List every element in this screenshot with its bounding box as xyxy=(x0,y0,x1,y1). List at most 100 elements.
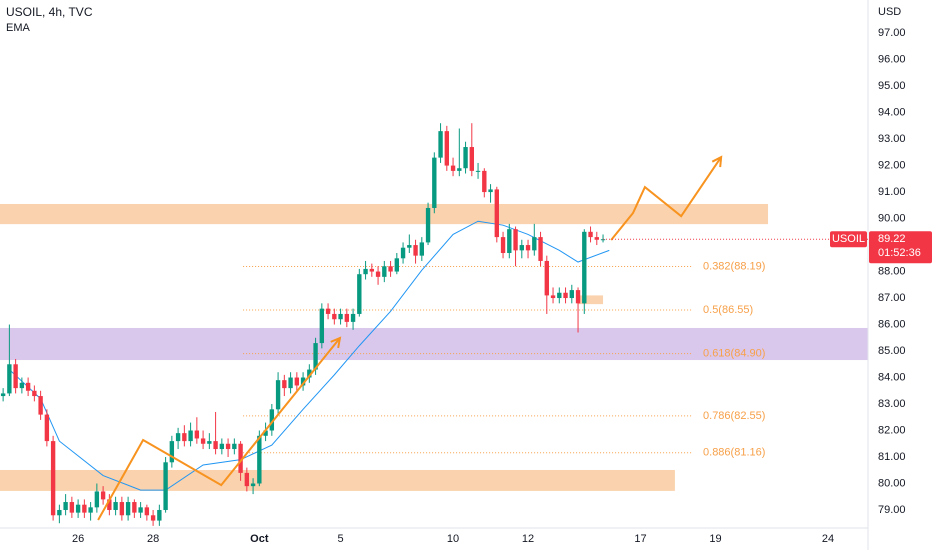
candle-body xyxy=(588,231,593,238)
zone xyxy=(0,327,868,361)
candle-body xyxy=(0,393,6,397)
candle-body xyxy=(50,441,56,516)
price-tag-countdown: 01:52:36 xyxy=(878,247,921,259)
candle-body xyxy=(382,266,387,277)
candle-body xyxy=(482,170,487,193)
y-tick-label: 92.00 xyxy=(878,159,906,171)
y-tick-label: 85.00 xyxy=(878,345,906,357)
candle-body xyxy=(213,441,218,450)
candle-body xyxy=(107,499,112,510)
candle-body xyxy=(32,390,37,397)
candle-body xyxy=(163,462,168,510)
candle-body xyxy=(575,290,581,304)
candle-body xyxy=(563,292,568,299)
y-tick-label: 94.00 xyxy=(878,107,906,119)
candle-body xyxy=(157,509,162,521)
candle-body xyxy=(525,245,531,251)
candle-body xyxy=(19,382,25,389)
candle-body xyxy=(338,313,343,320)
candle-body xyxy=(94,491,100,508)
y-tick-label: 91.00 xyxy=(878,186,906,198)
candle-body xyxy=(450,165,456,171)
candle-body xyxy=(319,308,325,344)
y-tick-label: 93.00 xyxy=(878,133,906,145)
plot-area: 0.382(88.19) 0.5(86.55) 0.618(84.90) 0.786(… xyxy=(0,123,868,526)
zone xyxy=(0,203,769,225)
symbol-tag-label: USOIL xyxy=(832,233,865,245)
candle-body xyxy=(75,504,81,513)
x-tick-label: Oct xyxy=(250,533,269,545)
y-tick-label: 82.00 xyxy=(878,424,906,436)
candle-body xyxy=(225,443,231,450)
candle-body xyxy=(232,443,237,450)
candle-body xyxy=(119,502,125,516)
candle-body xyxy=(507,229,512,254)
y-tick-label: 86.00 xyxy=(878,318,906,330)
projection-arrow xyxy=(97,337,341,521)
candle-body xyxy=(44,414,50,442)
candle-body xyxy=(57,509,62,516)
candle-body xyxy=(269,409,275,431)
candle-body xyxy=(188,430,193,442)
candle-body xyxy=(413,245,418,256)
fib-label: 0.382(88.19) xyxy=(703,260,765,272)
candle-body xyxy=(307,369,312,378)
candle-body xyxy=(432,157,437,208)
candle-body xyxy=(194,430,200,439)
candle-body xyxy=(13,364,18,389)
x-tick-label: 5 xyxy=(338,533,344,545)
y-tick-label: 88.00 xyxy=(878,265,906,277)
candle-body xyxy=(544,260,549,296)
candle-body xyxy=(257,435,262,484)
candle-body xyxy=(532,237,537,251)
candle-body xyxy=(469,147,474,171)
y-tick-label: 97.00 xyxy=(878,27,906,39)
x-tick-label: 10 xyxy=(447,533,459,545)
fib-label: 0.786(82.55) xyxy=(703,410,765,422)
candle-body xyxy=(169,441,175,463)
candle-body xyxy=(325,308,331,314)
candle-body xyxy=(125,502,131,516)
candle-body xyxy=(457,168,462,171)
x-tick-label: 28 xyxy=(147,533,159,545)
candle-body xyxy=(207,441,212,444)
currency-label: USD xyxy=(878,6,901,18)
arrow-head xyxy=(711,155,723,168)
candle-body xyxy=(582,231,587,304)
x-tick-label: 19 xyxy=(709,533,721,545)
y-tick-label: 79.00 xyxy=(878,504,906,516)
candle-body xyxy=(494,189,499,238)
candle-body xyxy=(363,268,368,275)
candle-body xyxy=(200,438,206,444)
candle-body xyxy=(425,207,431,243)
candle-body xyxy=(569,290,574,299)
candle-body xyxy=(244,472,250,487)
candle-body xyxy=(82,504,87,513)
candle-body xyxy=(550,295,556,299)
y-tick-label: 80.00 xyxy=(878,477,906,489)
candle-body xyxy=(313,343,318,370)
candle-body xyxy=(144,507,150,516)
candle-body xyxy=(513,229,518,251)
x-tick-label: 24 xyxy=(822,533,834,545)
price-tag xyxy=(869,231,932,264)
price-tag-value: 89.22 xyxy=(878,233,906,245)
y-tick-label: 90.00 xyxy=(878,212,906,224)
candle-body xyxy=(444,131,449,166)
symbol-tag xyxy=(830,231,867,248)
candle-body xyxy=(400,247,406,259)
zone xyxy=(0,469,675,491)
arrow-head xyxy=(330,336,342,349)
candle-body xyxy=(132,502,137,513)
candle-body xyxy=(369,268,375,272)
candle-body xyxy=(100,491,106,500)
fib-label: 0.886(81.16) xyxy=(703,447,765,459)
y-tick-label: 84.00 xyxy=(878,371,906,383)
candle-body xyxy=(500,237,506,254)
candle-body xyxy=(332,313,337,320)
candle-body xyxy=(344,313,350,322)
candle-body xyxy=(475,170,481,172)
candle-body xyxy=(300,377,306,386)
zone xyxy=(578,295,604,305)
candle-body xyxy=(557,292,562,299)
